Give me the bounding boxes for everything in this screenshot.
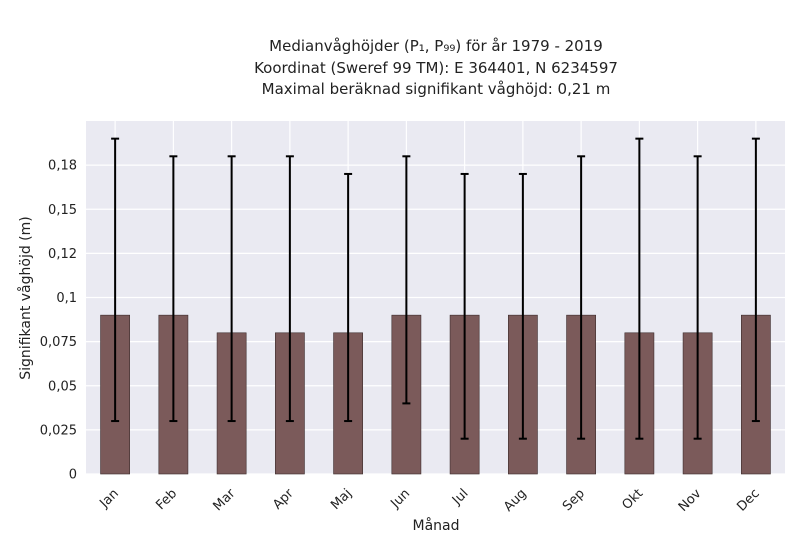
y-tick-label: 0,075 — [40, 335, 77, 350]
y-tick-label: 0,025 — [40, 423, 77, 438]
x-tick-label: Mar — [211, 486, 239, 514]
x-tick-label: Aug — [501, 486, 530, 515]
error-bar-sep — [577, 155, 586, 440]
x-tick-label: Dec — [734, 486, 762, 514]
x-axis-label: Månad — [413, 517, 460, 534]
title-line-3: Maximal beräknad signifikant våghöjd: 0,… — [262, 80, 611, 98]
error-bar-maj — [344, 172, 353, 423]
error-bar-okt — [635, 137, 644, 440]
error-bar-nov — [693, 155, 702, 440]
y-gridlines — [86, 164, 785, 475]
error-bar-feb — [169, 155, 178, 423]
title-line-1: Medianvåghöjder (P₁, P₉₉) för år 1979 - … — [269, 37, 603, 55]
y-axis-label: Signifikant våghöjd (m) — [17, 216, 34, 379]
error-bars — [111, 137, 760, 440]
y-tick-label: 0,12 — [48, 247, 77, 262]
error-bar-dec — [751, 137, 760, 423]
error-bar-jun — [402, 155, 411, 405]
x-tick-label: Jul — [449, 486, 471, 508]
x-tick-label: Maj — [328, 486, 355, 513]
y-tick-label: 0,15 — [48, 203, 77, 218]
x-tick-label: Jan — [96, 486, 121, 511]
chart-title: Medianvåghöjder (P₁, P₉₉) för år 1979 - … — [254, 37, 618, 98]
x-tick-label: Sep — [560, 486, 588, 514]
x-tick-label: Okt — [619, 486, 646, 513]
y-tick-label: 0 — [69, 468, 77, 483]
x-tick-label: Apr — [270, 486, 297, 513]
error-bar-aug — [518, 172, 527, 440]
error-bar-jul — [460, 172, 469, 440]
error-bar-mar — [227, 155, 236, 423]
title-line-2: Koordinat (Sweref 99 TM): E 364401, N 62… — [254, 59, 618, 77]
error-bar-apr — [285, 155, 294, 423]
x-tick-labels: Jan Feb Mar Apr Maj Jun Jul Aug Sep Okt Nov Dec — [96, 486, 762, 515]
y-tick-labels: 0 0,025 0,05 0,075 0,1 0,12 0,15 0,18 — [40, 159, 77, 483]
x-tick-label: Nov — [676, 486, 705, 515]
y-tick-label: 0,05 — [48, 379, 77, 394]
y-tick-label: 0,18 — [48, 159, 77, 174]
x-tick-label: Jun — [388, 486, 414, 512]
y-tick-label: 0,1 — [56, 291, 77, 306]
error-bar-jan — [111, 137, 120, 423]
x-tick-label: Feb — [153, 486, 180, 513]
